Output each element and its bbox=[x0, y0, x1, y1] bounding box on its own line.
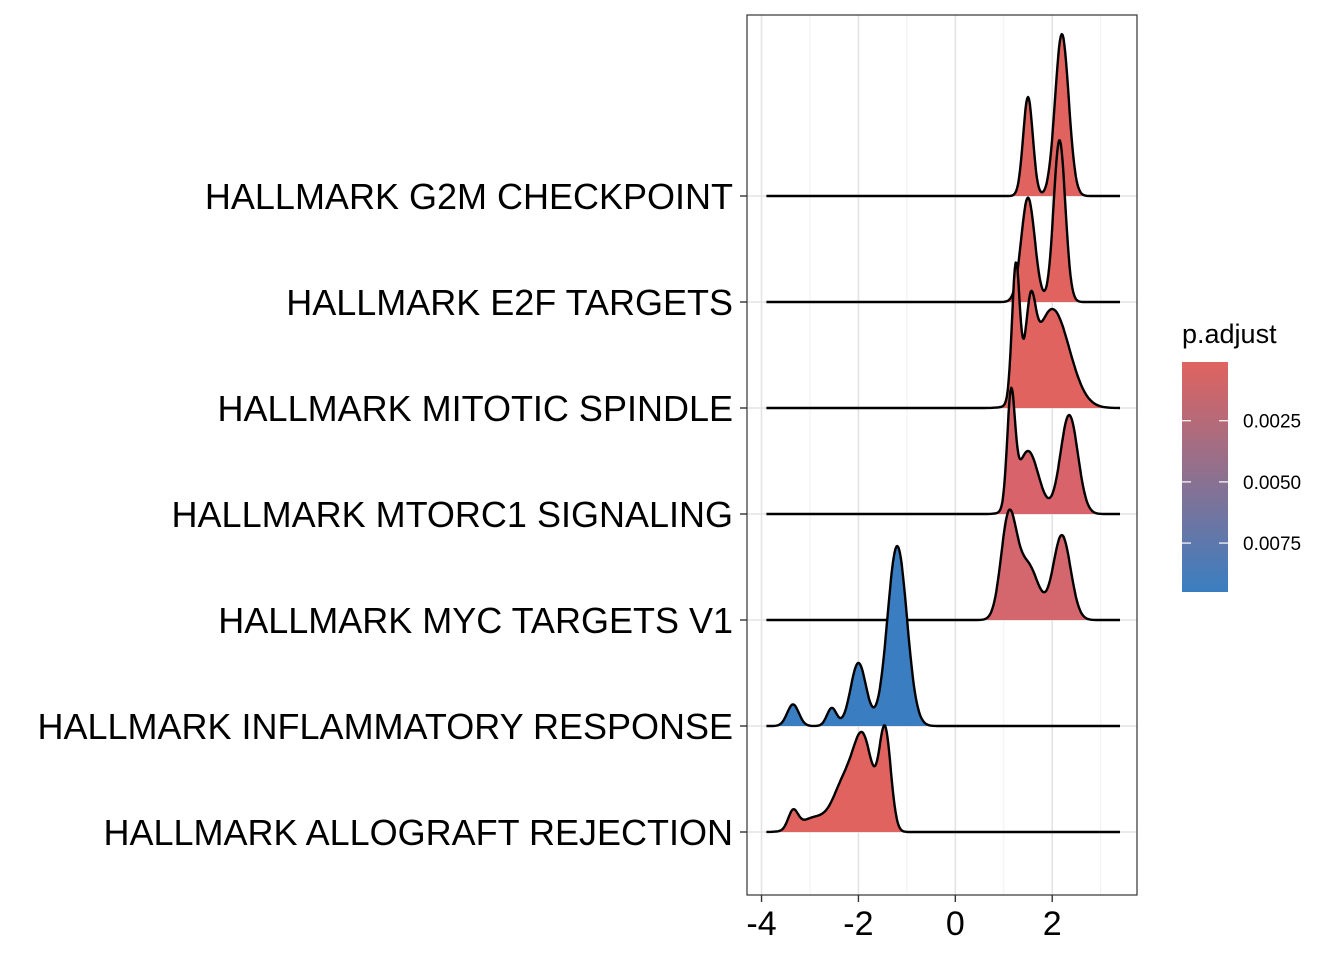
plot-panel-border bbox=[746, 14, 1138, 896]
y-label-hallmark-mitotic-spindle: HALLMARK MITOTIC SPINDLE bbox=[218, 388, 733, 429]
legend: p.adjust 0.0025 0.0050 0.0075 bbox=[1182, 319, 1301, 592]
ridge-fill-hallmark-allograft-rejection bbox=[777, 725, 904, 832]
ridge-fill-hallmark-e2f-targets bbox=[1006, 140, 1079, 302]
y-axis: HALLMARK G2M CHECKPOINT HALLMARK E2F TARG… bbox=[37, 176, 747, 853]
y-label-hallmark-myc-targets-v1: HALLMARK MYC TARGETS V1 bbox=[218, 600, 733, 641]
ridge-fill-hallmark-inflammatory-response bbox=[777, 546, 930, 726]
x-tick-label-3: 2 bbox=[1043, 905, 1062, 943]
ridge-line-hallmark-mtorc1-signaling bbox=[766, 386, 1121, 516]
ridge-line-hallmark-g2m-checkpoint bbox=[766, 32, 1121, 198]
x-tick-label-1: -2 bbox=[843, 905, 873, 943]
ridge-hallmark-inflammatory-response bbox=[766, 544, 1121, 728]
legend-colorbar bbox=[1182, 362, 1228, 592]
ridge-hallmark-mitotic-spindle bbox=[766, 261, 1121, 410]
legend-tick-label-2: 0.0075 bbox=[1243, 534, 1301, 555]
ridge-line-hallmark-allograft-rejection bbox=[766, 724, 1121, 834]
y-label-hallmark-g2m-checkpoint: HALLMARK G2M CHECKPOINT bbox=[205, 176, 733, 217]
ridges bbox=[766, 32, 1121, 834]
ridge-hallmark-myc-targets-v1 bbox=[766, 508, 1121, 622]
y-label-hallmark-allograft-rejection: HALLMARK ALLOGRAFT REJECTION bbox=[104, 812, 734, 853]
x-tick-label-0: -4 bbox=[746, 905, 776, 943]
ridge-hallmark-allograft-rejection bbox=[766, 724, 1121, 834]
x-axis: -4 -2 0 2 bbox=[746, 895, 1062, 943]
legend-ticks: 0.0025 0.0050 0.0075 bbox=[1182, 412, 1301, 555]
ridge-hallmark-mtorc1-signaling bbox=[766, 386, 1121, 516]
ridge-line-hallmark-mitotic-spindle bbox=[766, 261, 1121, 410]
ridge-line-hallmark-myc-targets-v1 bbox=[766, 508, 1121, 622]
legend-title: p.adjust bbox=[1182, 319, 1277, 349]
ridge-hallmark-g2m-checkpoint bbox=[766, 32, 1121, 198]
y-label-hallmark-e2f-targets: HALLMARK E2F TARGETS bbox=[286, 282, 733, 323]
legend-tick-label-1: 0.0050 bbox=[1243, 473, 1301, 494]
ridge-line-hallmark-e2f-targets bbox=[766, 139, 1121, 304]
ridge-line-hallmark-inflammatory-response bbox=[766, 544, 1121, 728]
y-label-hallmark-inflammatory-response: HALLMARK INFLAMMATORY RESPONSE bbox=[37, 706, 733, 747]
ridge-fill-hallmark-mitotic-spindle bbox=[998, 262, 1106, 408]
legend-tick-label-0: 0.0025 bbox=[1243, 412, 1301, 433]
ridge-hallmark-e2f-targets bbox=[766, 139, 1121, 304]
y-label-hallmark-mtorc1-signaling: HALLMARK MTORC1 SIGNALING bbox=[172, 494, 733, 535]
x-tick-label-2: 0 bbox=[946, 905, 965, 943]
